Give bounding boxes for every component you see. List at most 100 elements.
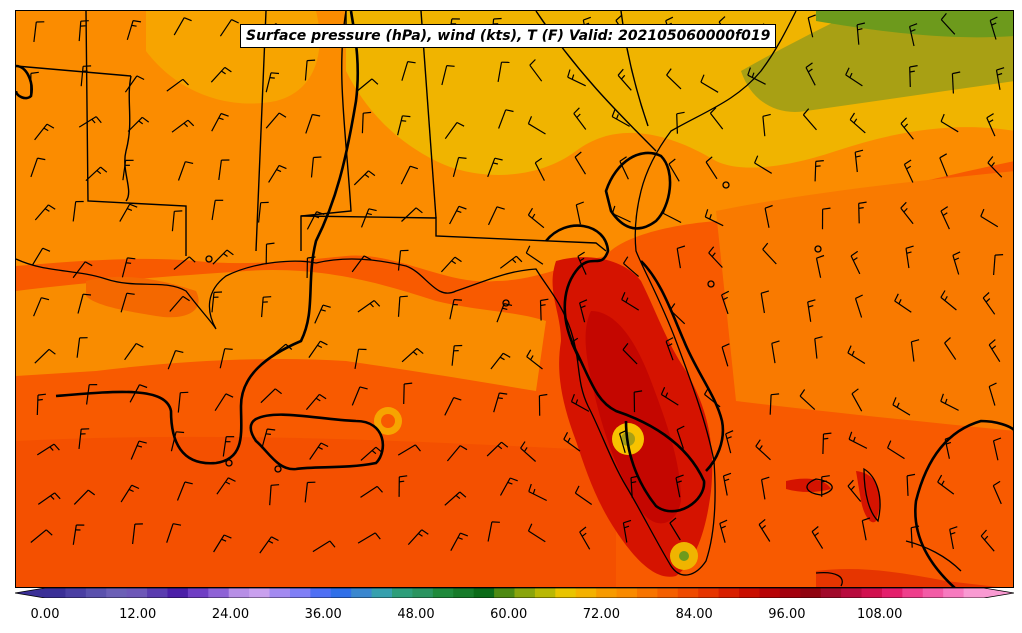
wind-barb-feather [805,62,813,68]
wind-barb-feather [139,384,148,389]
wind-barb-feather [505,109,514,113]
wind-barb [520,447,536,462]
wind-barb [579,531,591,550]
wind-barb [305,394,320,410]
wind-barb [401,207,417,222]
wind-barb-feather [44,208,50,212]
wind-barb-feather [676,111,685,115]
wind-barb [666,74,682,90]
wind-barb [989,20,997,40]
wind-barb-feather [894,293,899,302]
colorbar-cell [514,588,536,598]
wind-barb [122,160,127,181]
wind-barb-feather [823,432,832,435]
wind-barb-feather [845,67,850,76]
wind-barb [807,17,814,38]
wind-barb [567,76,586,87]
wind-barb-feather [496,206,505,210]
wind-barb-feather [265,433,271,435]
wind-barb [571,401,590,412]
wind-barb [440,256,456,273]
wind-barb-feather [126,292,135,295]
colorbar-cell [800,588,822,598]
wind-barb [799,395,816,411]
wind-barb-feather [532,488,536,494]
wind-barb [850,255,861,275]
wind-barb-feather [898,299,902,305]
wind-barb-feather [141,116,150,123]
wind-barb-feather [852,257,858,261]
wind-barb [120,484,133,503]
colorbar-cell [739,588,761,598]
wind-barb [308,340,321,358]
colorbar-tick-label: 108.00 [856,607,903,622]
wind-barb [771,343,776,364]
wind-barb-feather [30,71,39,74]
wind-barb-feather [317,446,323,450]
colorbar-cell [330,588,352,598]
map-panel: Surface pressure (hPa), wind (kts), T (F… [15,10,1014,588]
wind-barb [36,395,39,416]
wind-barb [858,203,860,224]
wind-barb [848,438,868,449]
colorbar-cell [106,588,128,598]
wind-barb-feather [634,390,643,393]
wind-barb [487,206,498,226]
wind-barb [725,433,732,454]
wind-barb-feather [815,160,824,162]
wind-barb [579,302,586,323]
wind-barb-feather [575,399,579,405]
wind-barb [814,338,818,359]
wind-barb-feather [570,337,579,344]
wind-barb-feather [619,156,627,162]
wind-barb [86,384,90,405]
wind-barb [909,66,911,88]
wind-barb-feather [401,120,407,122]
wind-barb-feather [526,349,532,358]
wind-barb [758,524,771,542]
colorbar-cell [187,588,209,598]
wind-barb-feather [911,525,920,529]
wind-barb [944,439,950,459]
wind-barb-feather [320,442,329,448]
wind-barb-feather [446,65,455,67]
wind-barb-feather [525,245,531,254]
wind-barb-feather [224,66,232,73]
wind-barb [486,441,502,457]
wind-barb [894,300,912,313]
colorbar-cell [208,588,230,598]
wind-barb-feather [499,356,505,361]
wind-barb-feather [937,474,943,483]
wind-barb [573,113,587,130]
colorbar-cell [453,588,475,598]
wind-barb [705,161,718,180]
wind-barb-feather [100,166,108,173]
wind-barb [397,296,401,317]
wind-barb [214,393,227,412]
wind-barb-feather [909,65,918,68]
wind-barb [630,477,633,498]
wind-barb-feather [623,519,632,524]
wind-barb-feather [312,113,321,117]
wind-barb-feather [371,78,379,85]
wind-barb [309,442,322,460]
wind-barb-feather [320,340,328,346]
wind-barb-feather [417,533,423,537]
wind-barb-feather [313,156,322,159]
wind-barb [167,350,177,370]
colorbar-cell [473,588,495,598]
wind-barb-feather [369,302,374,308]
wind-barb-feather [807,14,816,19]
colorbar-min-extend [15,588,45,598]
wind-barb-feather [630,475,639,479]
colorbar-cell [698,588,720,598]
colorbar-cell [881,588,903,598]
wind-barb [900,123,914,140]
wind-barb-feather [410,165,418,170]
wind-barb-feather [615,14,623,21]
wind-barb-feather [904,159,912,165]
colorbar-tick-label: 60.00 [490,607,528,622]
wind-barb-feather [982,292,990,299]
colorbar-cell [820,588,842,598]
wind-barb [526,356,543,370]
